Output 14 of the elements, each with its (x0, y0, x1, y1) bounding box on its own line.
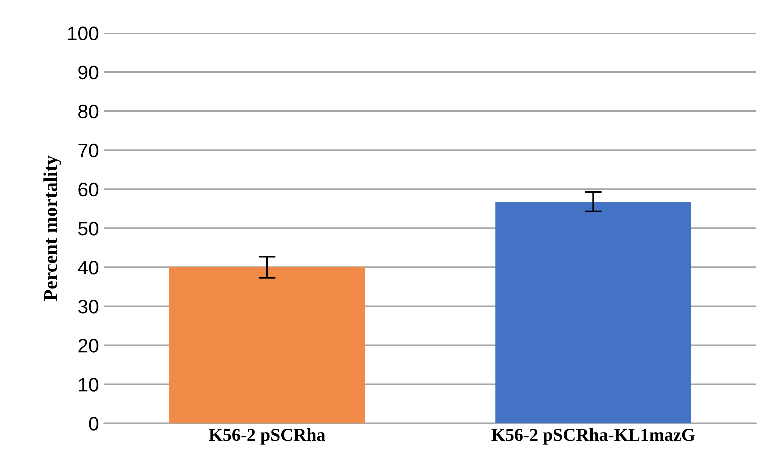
y-tick-label: 60 (78, 182, 99, 197)
y-tick-label: 70 (78, 144, 99, 158)
y-tick-label: 50 (78, 222, 99, 236)
y-tick-label: 10 (79, 378, 99, 392)
y-tick-label: 100 (68, 26, 99, 41)
y-tick-label: 20 (78, 339, 99, 353)
y-tick-label: 80 (78, 104, 99, 119)
y-axis-title: Percent mortality (44, 156, 62, 302)
x-tick-label: K56-2 pSCRha (209, 428, 326, 445)
y-tick-label: 0 (89, 417, 99, 431)
x-tick-label: K56-2 pSCRha-KL1mazG (492, 428, 696, 445)
y-tick-label: 40 (78, 260, 99, 275)
y-tick-label: 90 (78, 66, 99, 80)
y-tick-label: 30 (78, 300, 99, 314)
